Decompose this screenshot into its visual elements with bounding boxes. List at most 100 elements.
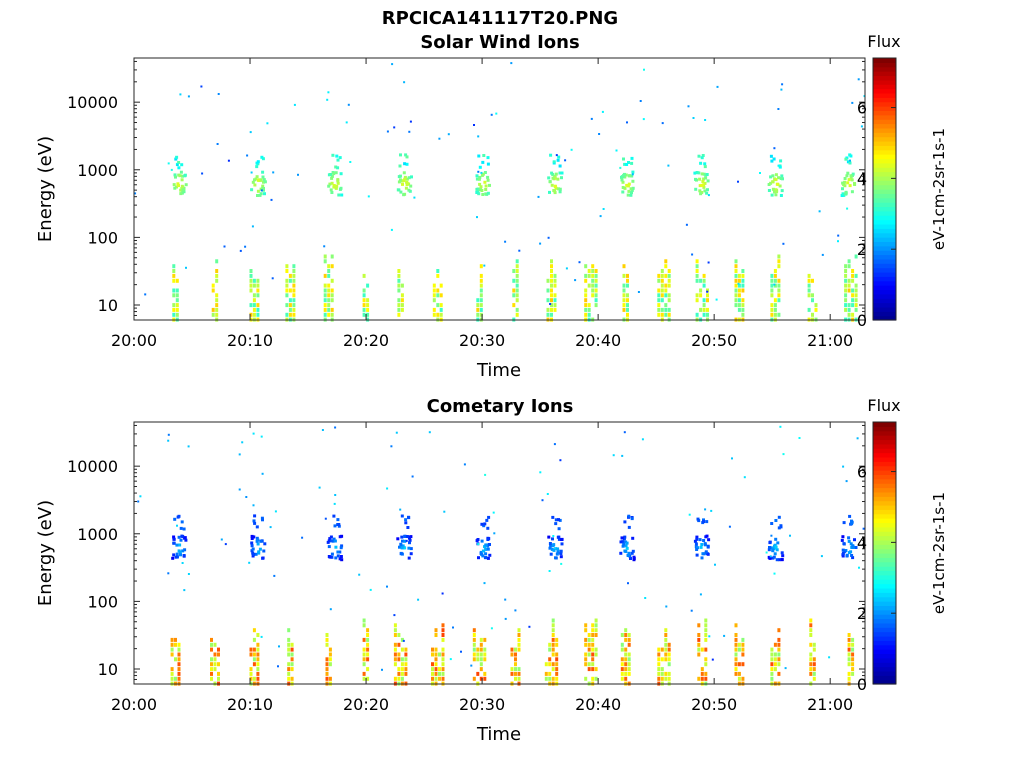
colorbar-swatch [873, 289, 896, 295]
heatmap-cell [404, 186, 408, 190]
heatmap-cell [844, 288, 848, 293]
heatmap-cell [619, 540, 623, 544]
heatmap-cell [615, 149, 618, 152]
heatmap-cell [479, 676, 483, 681]
heatmap-cell [330, 312, 334, 317]
heatmap-cell [690, 609, 693, 612]
heatmap-cell [292, 273, 296, 278]
heatmap-cell [249, 647, 253, 652]
heatmap-cell [844, 192, 848, 196]
heatmap-cell [587, 647, 591, 652]
heatmap-cell [777, 278, 781, 283]
heatmap-cell [851, 556, 855, 560]
heatmap-cell [630, 517, 634, 521]
heatmap-cell [495, 112, 498, 115]
heatmap-cell [255, 525, 259, 529]
heatmap-cell [772, 157, 776, 161]
heatmap-cell [700, 543, 704, 546]
heatmap-cell [177, 161, 181, 164]
figure-title: RPCICA141117T20.PNG [382, 8, 618, 29]
heatmap-cell [251, 554, 255, 558]
heatmap-cell [404, 647, 408, 652]
heatmap-cell [694, 187, 698, 191]
heatmap-cell [405, 155, 409, 159]
heatmap-cell [517, 667, 521, 672]
heatmap-cell [548, 190, 551, 194]
heatmap-cell [407, 535, 411, 539]
heatmap-cell [622, 157, 625, 161]
heatmap-cell [773, 667, 777, 672]
heatmap-cell [481, 172, 485, 176]
heatmap-cell [367, 195, 370, 198]
colorbar-swatch [873, 267, 896, 273]
heatmap-cell [741, 662, 745, 667]
heatmap-cell [484, 192, 488, 196]
heatmap-cell [338, 535, 342, 539]
colorbar-tick-label: 2 [857, 604, 867, 623]
heatmap-cell [262, 187, 265, 190]
heatmap-cell [479, 307, 483, 312]
heatmap-cell [432, 307, 436, 312]
heatmap-cell [814, 307, 818, 312]
heatmap-cell [259, 187, 263, 191]
x-tick-label: 20:20 [343, 695, 389, 714]
heatmap-cell [398, 545, 401, 549]
heatmap-cell [774, 519, 778, 522]
heatmap-cell [770, 667, 774, 672]
heatmap-cell [849, 176, 853, 180]
heatmap-cell [262, 180, 265, 184]
heatmap-cell [661, 122, 664, 125]
y-axis-label: Energy (eV) [35, 500, 56, 606]
heatmap-cell [399, 153, 402, 157]
heatmap-cell [847, 657, 851, 662]
heatmap-cell [480, 539, 484, 543]
heatmap-cell [271, 277, 274, 280]
heatmap-cell [211, 307, 215, 312]
heatmap-cell [620, 647, 624, 652]
heatmap-cell [550, 259, 553, 264]
heatmap-cell [290, 657, 294, 662]
heatmap-cell [288, 307, 292, 312]
heatmap-cell [504, 240, 507, 243]
heatmap-cell [704, 550, 708, 554]
heatmap-cell [774, 178, 778, 182]
heatmap-cell [849, 159, 851, 162]
heatmap-cell [631, 536, 635, 540]
heatmap-cell [366, 637, 370, 642]
colorbar-swatch [873, 470, 896, 475]
heatmap-cell [771, 180, 775, 184]
y-tick-label: 100 [87, 592, 118, 611]
heatmap-cell [851, 671, 855, 676]
heatmap-cell [241, 441, 244, 444]
heatmap-cell [558, 518, 562, 522]
colorbar-units: eV-1cm-2sr-1s-1 [930, 492, 948, 614]
heatmap-cell [486, 547, 490, 551]
heatmap-cell [770, 652, 774, 657]
heatmap-cell [706, 293, 709, 298]
heatmap-cell [181, 188, 185, 192]
heatmap-cell [549, 153, 553, 157]
heatmap-cell [476, 298, 480, 303]
heatmap-cell [249, 303, 253, 308]
heatmap-cell [546, 307, 550, 312]
heatmap-cell [176, 182, 180, 186]
heatmap-cell [177, 642, 181, 647]
heatmap-cell [667, 273, 671, 278]
heatmap-cell [622, 303, 626, 308]
heatmap-cell [517, 647, 521, 652]
heatmap-cell [621, 454, 624, 457]
colorbar-swatch [873, 136, 896, 142]
heatmap-cell [441, 633, 445, 637]
heatmap-cell [177, 657, 181, 662]
heatmap-cell [170, 647, 174, 652]
heatmap-cell [210, 657, 213, 662]
heatmap-cell [664, 307, 668, 312]
heatmap-cell [557, 187, 560, 191]
heatmap-cell [256, 671, 260, 676]
colorbar-swatch [873, 526, 896, 532]
heatmap-cell [664, 312, 668, 317]
heatmap-cell [767, 189, 771, 192]
heatmap-cell [621, 544, 625, 548]
heatmap-cell [397, 273, 401, 278]
